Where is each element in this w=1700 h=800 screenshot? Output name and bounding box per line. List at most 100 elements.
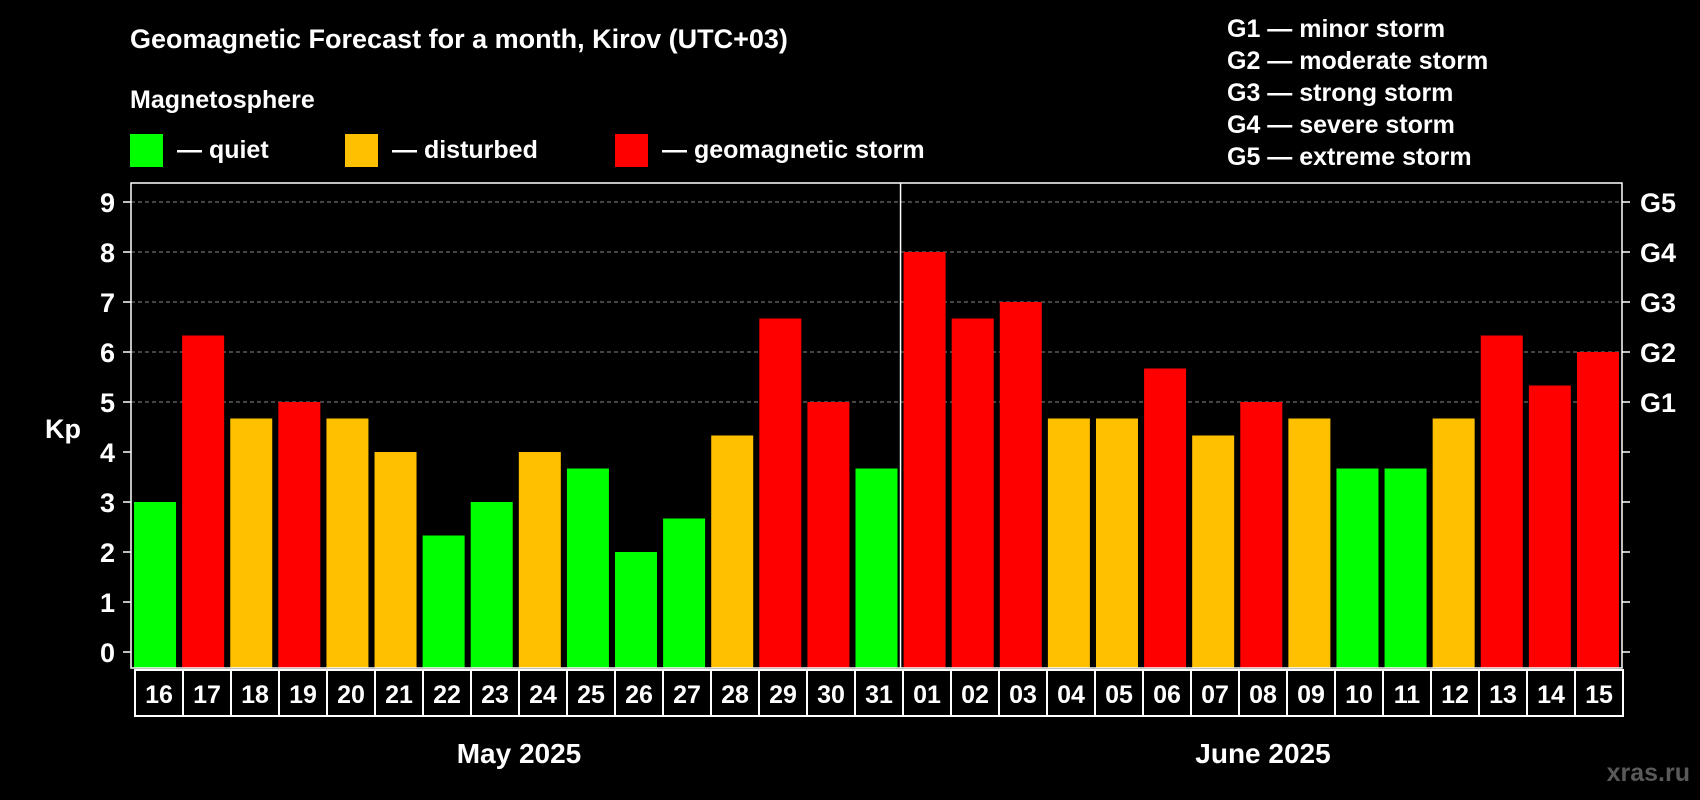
x-tick-label: 29 [769, 681, 797, 709]
bar-04 [1047, 418, 1090, 668]
bars [134, 252, 1619, 668]
x-tick-label: 20 [337, 681, 365, 709]
legend-label-storm: — geomagnetic storm [662, 136, 925, 164]
storm-scale-item: G2 — moderate storm [1227, 47, 1488, 75]
x-tick-label: 08 [1249, 681, 1277, 709]
y-axis-label: Kp [45, 414, 81, 444]
storm-scale-legend: G1 — minor storm G2 — moderate storm G3 — … [1227, 15, 1488, 171]
storm-scale-item: G3 — strong storm [1227, 79, 1453, 107]
bar-24 [518, 452, 561, 668]
x-tick-label: 16 [145, 681, 173, 709]
bar-08 [1240, 402, 1283, 668]
bar-05 [1095, 418, 1138, 668]
x-tick-label: 05 [1105, 681, 1133, 709]
x-tick-label: 23 [481, 681, 509, 709]
storm-scale-item: G5 — extreme storm [1227, 143, 1472, 171]
bar-26 [615, 552, 658, 668]
bar-20 [326, 418, 369, 668]
x-tick-label: 27 [673, 681, 701, 709]
bar-09 [1288, 418, 1331, 668]
bar-18 [230, 418, 273, 668]
y-tick-label: 6 [100, 338, 115, 368]
bar-31 [855, 468, 898, 668]
bar-30 [807, 402, 850, 668]
bar-15 [1576, 352, 1619, 668]
bar-10 [1336, 468, 1379, 668]
bar-25 [566, 468, 609, 668]
right-tick-label: G1 [1640, 388, 1676, 418]
x-tick-label: 10 [1345, 681, 1373, 709]
x-tick-label: 19 [289, 681, 317, 709]
bar-06 [1144, 368, 1187, 668]
bar-01 [903, 252, 946, 668]
x-tick-label: 07 [1201, 681, 1229, 709]
axes: 0 1 2 3 4 5 6 7 8 9 G1 G2 G3 G4 G5 [100, 188, 1676, 668]
bar-21 [374, 452, 417, 668]
right-tick-label: G4 [1640, 238, 1676, 268]
right-tick-label: G5 [1640, 188, 1676, 218]
x-tick-label: 28 [721, 681, 749, 709]
bar-14 [1528, 385, 1571, 668]
x-tick-label: 11 [1394, 681, 1421, 709]
x-tick-label: 25 [577, 681, 605, 709]
right-tick-label: G2 [1640, 338, 1676, 368]
x-tick-label: 26 [625, 681, 653, 709]
bar-17 [182, 335, 225, 668]
right-tick-label: G3 [1640, 288, 1676, 318]
x-tick-label: 02 [961, 681, 989, 709]
y-tick-label: 8 [100, 238, 115, 268]
grid-lines [131, 201, 1622, 403]
bar-22 [422, 535, 465, 668]
bar-13 [1480, 335, 1523, 668]
bar-29 [759, 318, 802, 668]
x-tick-label: 04 [1057, 681, 1085, 709]
x-axis-box [134, 669, 1624, 717]
x-tick-label: 06 [1153, 681, 1181, 709]
legend-label-quiet: — quiet [177, 136, 269, 164]
x-tick-label: 09 [1297, 681, 1325, 709]
x-tick-label: 30 [817, 681, 845, 709]
y-tick-label: 2 [100, 538, 115, 568]
x-tick-label: 14 [1537, 681, 1565, 709]
bar-19 [278, 402, 321, 668]
y-tick-label: 0 [100, 638, 115, 668]
x-tick-label: 21 [385, 681, 413, 709]
bar-02 [951, 318, 994, 668]
bar-16 [134, 502, 177, 668]
bar-28 [711, 435, 754, 668]
legend-title: Magnetosphere [130, 86, 315, 114]
x-tick-label: 22 [433, 681, 461, 709]
legend: — quiet — disturbed — geomagnetic storm [130, 134, 925, 167]
y-tick-label: 3 [100, 488, 115, 518]
y-tick-label: 7 [100, 288, 115, 318]
legend-label-disturbed: — disturbed [392, 136, 538, 164]
y-tick-label: 5 [100, 388, 115, 418]
storm-scale-item: G1 — minor storm [1227, 15, 1445, 43]
x-tick-label: 13 [1489, 681, 1517, 709]
x-tick-label: 17 [193, 681, 221, 709]
legend-swatch-storm [615, 134, 648, 167]
x-axis: 16 17 18 19 20 21 22 23 24 25 26 27 28 29 30 31 01 02 03 04… [134, 669, 1624, 769]
month-label: May 2025 [457, 738, 582, 769]
y-tick-label: 1 [100, 588, 115, 618]
y-tick-label: 9 [100, 188, 115, 218]
y-tick-label: 4 [100, 438, 115, 468]
month-label: June 2025 [1195, 738, 1330, 769]
plot-frame [130, 182, 1623, 669]
x-tick-label: 18 [241, 681, 269, 709]
x-tick-label: 31 [865, 681, 893, 709]
legend-swatch-disturbed [345, 134, 378, 167]
x-tick-label: 03 [1009, 681, 1037, 709]
bar-11 [1384, 468, 1427, 668]
chart-title: Geomagnetic Forecast for a month, Kirov … [130, 24, 788, 54]
bar-07 [1192, 435, 1235, 668]
bar-23 [470, 502, 513, 668]
x-tick-label: 24 [529, 681, 557, 709]
x-tick-label: 15 [1585, 681, 1613, 709]
storm-scale-item: G4 — severe storm [1227, 111, 1455, 139]
bar-03 [999, 302, 1042, 668]
bar-27 [663, 518, 706, 668]
plot-border [130, 182, 1623, 669]
x-tick-label: 01 [913, 681, 941, 709]
